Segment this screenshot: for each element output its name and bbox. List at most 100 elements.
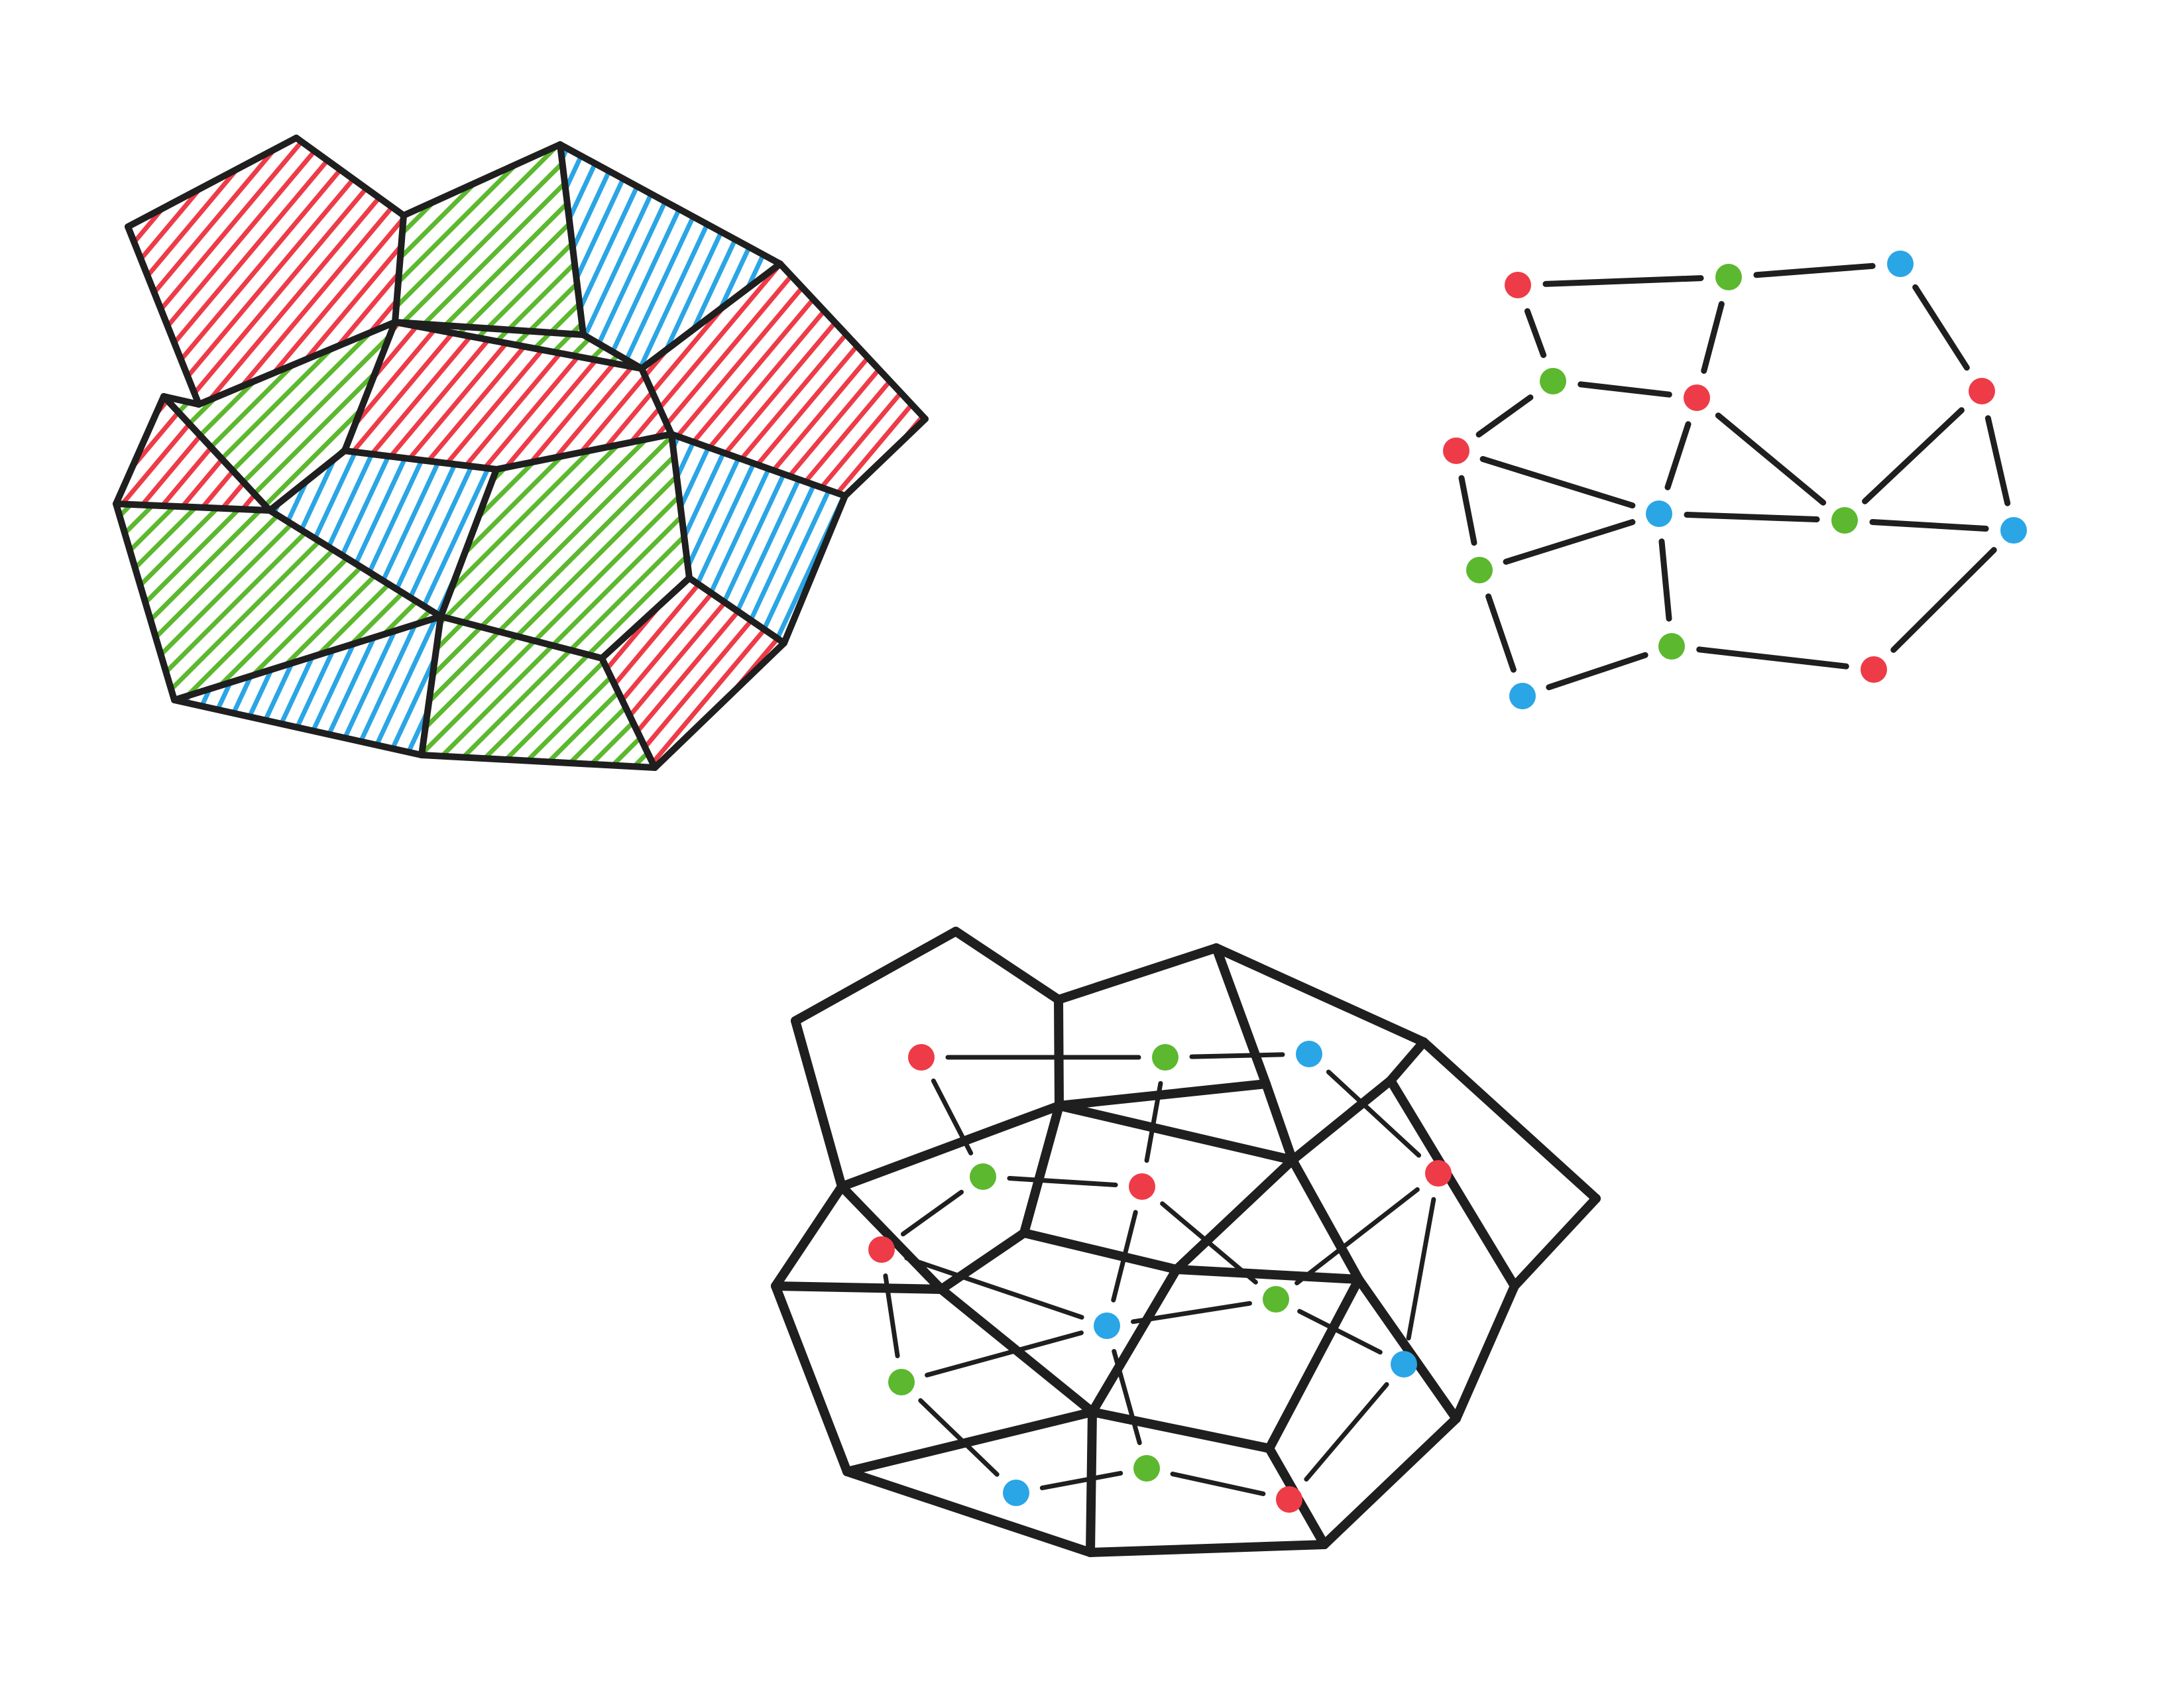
tile-edge: [842, 416, 929, 499]
graph-edge: [1715, 412, 1827, 506]
tile-edge: [418, 752, 658, 771]
overlay-graph-edge: [904, 1256, 1084, 1320]
overlay-tile-edge: [1265, 1275, 1363, 1453]
tile-edge: [668, 431, 848, 499]
graph-node-blue: [1646, 500, 1672, 527]
overlay-tile-edge: [1320, 1414, 1461, 1549]
graph-edge: [1542, 275, 1704, 287]
graph-edge: [1862, 407, 1965, 504]
overlay-graph-edge: [1170, 1472, 1266, 1496]
overlay-tile-edge: [1354, 1275, 1461, 1423]
overlay-tile-edge: [842, 1407, 1097, 1476]
tile-edge: [266, 447, 348, 514]
graph-node-red: [1443, 438, 1469, 464]
overlay-tile-edge: [1086, 1407, 1097, 1557]
tile-edge: [557, 141, 587, 338]
overlay-tile-edge: [1172, 1155, 1297, 1274]
tile-edge: [392, 319, 645, 372]
graph-node-green: [1540, 368, 1566, 394]
overlay-graph-edge: [931, 1079, 974, 1155]
tile-edge: [418, 613, 444, 758]
overlay-tile-edge: [1212, 943, 1271, 1088]
tile-blue-t8: [270, 451, 496, 616]
tile-edge: [293, 135, 407, 219]
overlay-tile-edge: [1452, 1281, 1519, 1423]
overlay-graph-edge: [1297, 1309, 1383, 1355]
dual-graph-diagram: [1443, 251, 2027, 709]
tile-edge: [113, 500, 273, 514]
overlay-graph-edge: [1294, 1187, 1420, 1285]
graph-edge: [1578, 381, 1672, 398]
overlay-graph-node-red: [908, 1044, 935, 1071]
graph-node-blue: [1509, 683, 1536, 709]
tile-edge: [557, 141, 783, 267]
tile-edge: [113, 393, 167, 507]
tile-edge: [638, 365, 675, 438]
tile-edge: [599, 575, 693, 662]
graph-edge: [1479, 455, 1636, 509]
overlay-tile-edge: [842, 1467, 1095, 1557]
tile-edge: [493, 431, 675, 473]
overlay-graph-node-green: [1263, 1286, 1289, 1313]
overlay-tile-edge: [1288, 1155, 1363, 1284]
overlay-tile-edge: [1088, 1265, 1181, 1417]
tile-edge: [638, 261, 783, 372]
overlay-tile-edge: [1019, 1101, 1064, 1238]
overlay-graph-node-green: [1133, 1455, 1160, 1482]
overlay-graph-node-green: [888, 1369, 915, 1395]
overlay-graph-edge: [1144, 1081, 1163, 1163]
graph-edge: [1524, 308, 1547, 359]
graph-edge: [1696, 646, 1849, 670]
graph-edge: [1458, 475, 1477, 546]
overlay-graph-edge: [1039, 1470, 1123, 1491]
overlay-tile-edge: [951, 927, 1063, 1004]
overlay-tile-edge: [1261, 1079, 1297, 1165]
graph-node-green: [1658, 633, 1685, 660]
tile-red-t1: [128, 138, 404, 404]
tile-green-t11: [116, 504, 441, 700]
tile-edge: [437, 466, 500, 620]
tile-edge: [777, 261, 929, 422]
tile-edge: [599, 655, 658, 771]
overlay-graph-edge: [1304, 1382, 1389, 1482]
overlay-tile-edge: [1055, 1101, 1297, 1165]
tile-green-t13: [422, 616, 655, 768]
graph-edge: [1546, 652, 1648, 691]
overlay-tile-edge: [1088, 1407, 1274, 1453]
graph-node-red: [1969, 378, 1995, 404]
overlay-tile-edge: [1510, 1194, 1601, 1291]
graph-edge: [1701, 301, 1725, 374]
tile-edge: [171, 613, 444, 703]
overlay-tile-edge: [771, 1281, 852, 1476]
overlay-graph-edge: [1160, 1201, 1258, 1285]
tile-edge: [266, 507, 444, 620]
tile-edge: [580, 331, 645, 372]
tile-edge: [341, 319, 398, 454]
overlay-graph-edge: [1406, 1197, 1436, 1341]
graph-edge: [1485, 593, 1517, 673]
tile-edge: [400, 141, 563, 219]
tile-edge: [392, 212, 407, 325]
tile-edge: [652, 640, 787, 771]
overlay-graph-edge: [1131, 1301, 1252, 1324]
graph-edge: [1503, 519, 1636, 565]
overlay-graph-node-green: [1152, 1044, 1178, 1071]
tile-edge: [392, 319, 587, 338]
graph-edge: [1890, 547, 1997, 653]
tile-blue-t10: [671, 434, 845, 643]
overlay-graph-edge: [918, 1398, 1000, 1477]
overlay-graph-edge: [883, 1273, 900, 1358]
overlay-tile-edge: [1419, 1037, 1601, 1203]
tile-edge: [437, 613, 605, 662]
tile-red-t14: [602, 578, 784, 768]
tile-edge: [113, 500, 178, 703]
tile-edge: [125, 223, 202, 408]
overlay-tile-edge: [1054, 943, 1221, 1004]
overlay-graph-edge: [1326, 1069, 1422, 1158]
overlay-tile-edge: [837, 1101, 1064, 1191]
overlay-graph-node-blue: [1296, 1041, 1322, 1067]
graph-node-blue: [2000, 517, 2027, 544]
tile-edge: [171, 697, 425, 758]
tiling-with-dual-graph-overlay: [771, 927, 1601, 1557]
